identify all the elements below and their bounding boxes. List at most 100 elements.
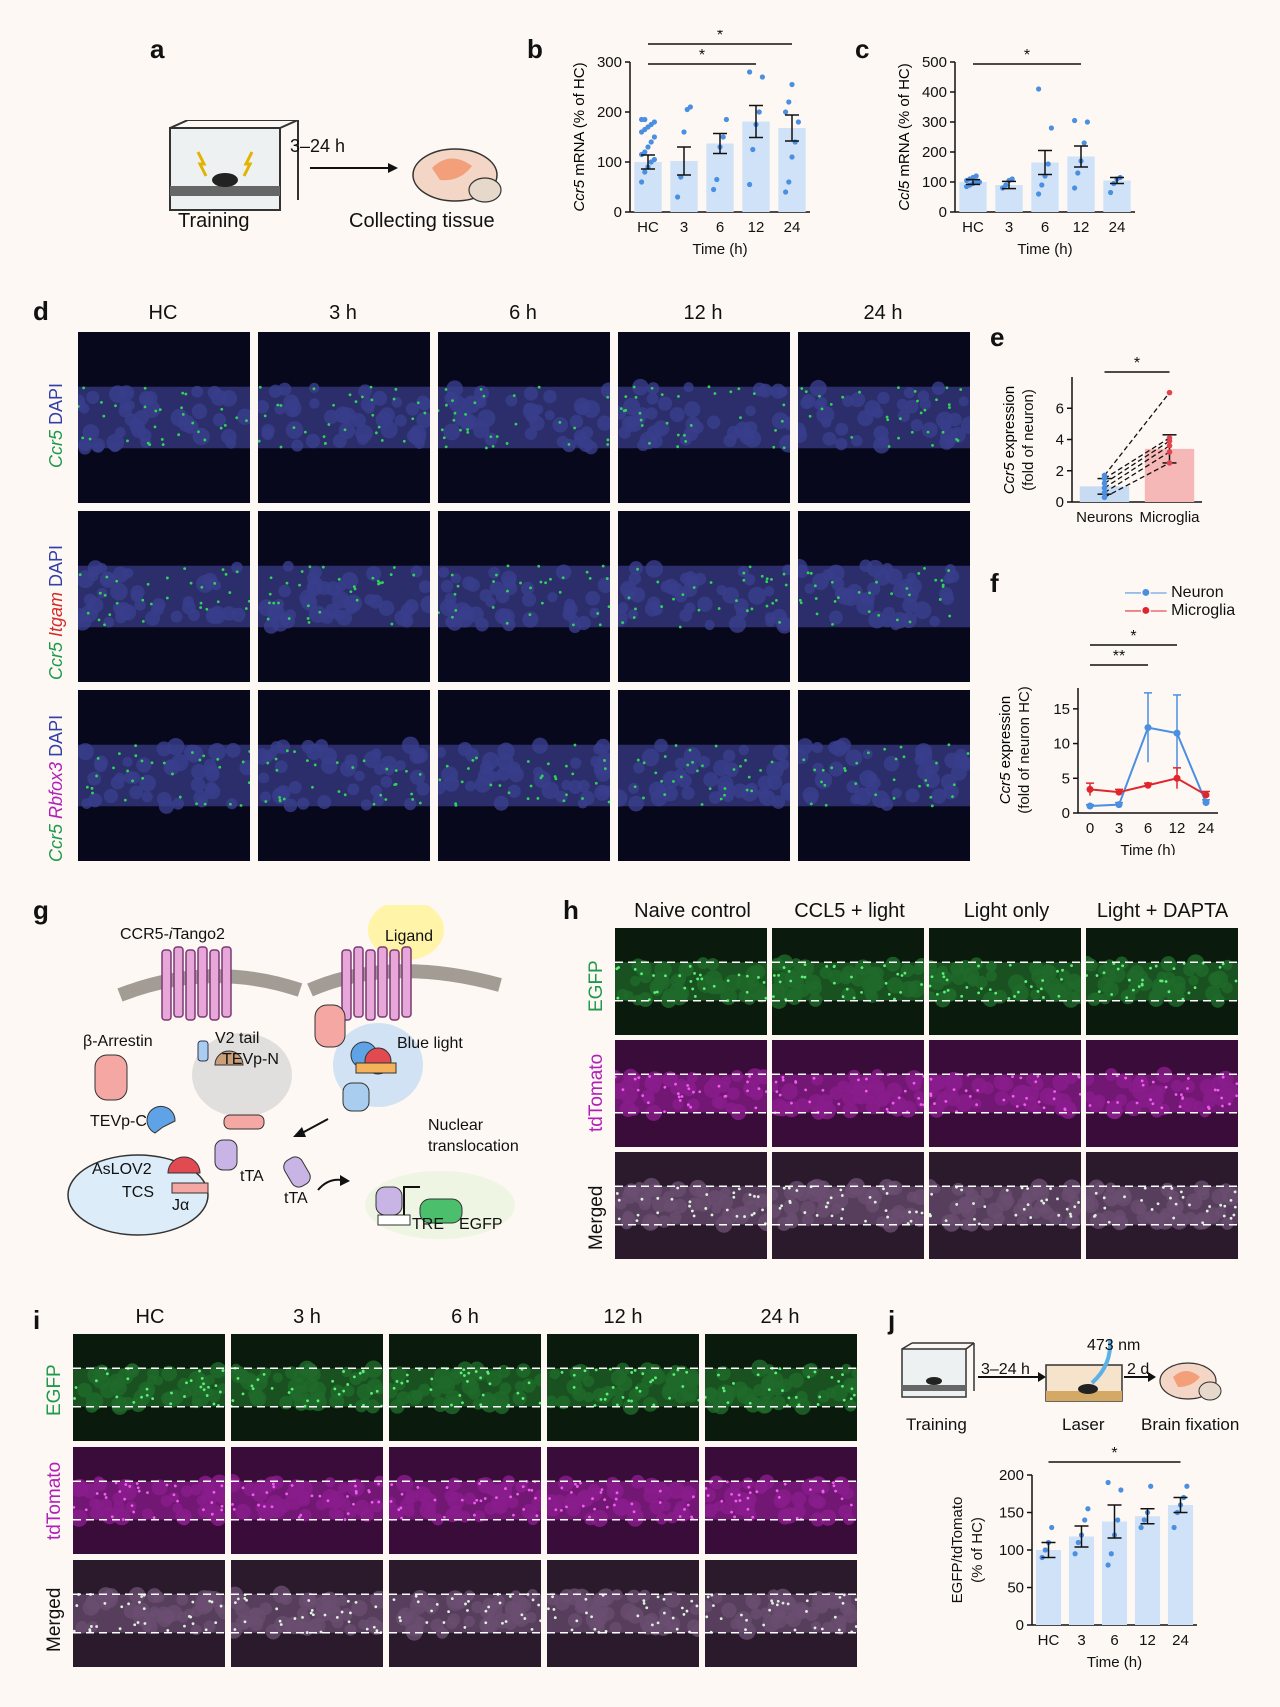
i-micrograph xyxy=(73,1334,225,1441)
data-point xyxy=(1118,1487,1124,1493)
i-col-header: 6 h xyxy=(451,1306,479,1328)
x-axis-label: Time (h) xyxy=(1017,241,1072,258)
laser-cage-icon xyxy=(1045,1338,1123,1402)
significance-label: * xyxy=(1024,47,1030,64)
g-tta-label-1: tTA xyxy=(240,1168,264,1185)
y-tick-label: 200 xyxy=(922,144,947,161)
aslov2-small-icon xyxy=(223,1114,265,1130)
y-tick-label: 150 xyxy=(999,1505,1024,1522)
data-point xyxy=(1049,1524,1055,1531)
data-point xyxy=(1105,1479,1111,1486)
y-axis-label: EGFP/tdTomato xyxy=(949,1497,966,1604)
g-tcs-label: TCS xyxy=(122,1184,154,1201)
aslov2-icon xyxy=(167,1156,201,1174)
x-tick-label: 3 xyxy=(1115,820,1123,837)
panel-label-e: e xyxy=(990,322,1005,352)
d-micrograph xyxy=(798,690,970,861)
x-tick-label: 6 xyxy=(1110,1632,1118,1649)
d-micrograph xyxy=(78,332,250,503)
bar xyxy=(1068,1536,1095,1625)
microglia-point xyxy=(1166,389,1173,396)
data-point xyxy=(750,146,756,153)
g-egfp-label: EGFP xyxy=(459,1216,503,1233)
significance-label: * xyxy=(717,30,723,44)
d-micrograph xyxy=(78,511,250,682)
x-tick-label: 24 xyxy=(1172,1632,1189,1649)
y-axis-label: Ccr5 expression xyxy=(997,696,1014,804)
data-point xyxy=(1173,774,1181,782)
y-axis-label-2: (fold of neuron HC) xyxy=(1016,686,1033,814)
brain-icon xyxy=(412,148,502,203)
itango-schematic xyxy=(67,905,515,1239)
receptor-left-icon xyxy=(161,946,232,1021)
x-tick-label: 12 xyxy=(1073,219,1090,236)
y-tick-label: 4 xyxy=(1056,432,1064,449)
g-ja-label: Jα xyxy=(172,1197,190,1214)
h-row-label: EGFP xyxy=(586,960,607,1012)
data-point xyxy=(1105,1562,1111,1568)
y-tick-label: 300 xyxy=(922,114,947,131)
g-tevpn-label: TEVp-N xyxy=(222,1051,279,1068)
data-point xyxy=(747,181,753,188)
i-micrograph xyxy=(389,1560,541,1667)
g-title-left: CCR5-iTango2 xyxy=(120,926,225,943)
data-point xyxy=(1009,176,1015,182)
d-micrograph xyxy=(798,511,970,682)
d-micrograph xyxy=(438,690,610,861)
d-micrograph xyxy=(618,690,790,861)
data-point xyxy=(973,173,979,179)
tevp-n-icon xyxy=(214,1050,244,1066)
significance-label: ** xyxy=(1113,648,1125,665)
x-axis-label: Time (h) xyxy=(1120,842,1175,855)
y-tick-label: 0 xyxy=(1062,805,1070,822)
data-point xyxy=(648,139,654,145)
y-axis-label: Ccr5 expression xyxy=(1001,386,1018,494)
data-point xyxy=(1039,182,1045,188)
a-training-label: Training xyxy=(178,210,250,232)
data-point xyxy=(1048,125,1054,131)
data-point xyxy=(786,179,792,185)
tta-free-icon xyxy=(283,1156,311,1188)
data-point xyxy=(1173,729,1181,737)
h-micrograph xyxy=(615,1040,767,1147)
a-arrow-label: 3–24 h xyxy=(290,136,346,156)
g-arrestin-label: β-Arrestin xyxy=(83,1033,153,1050)
data-point xyxy=(1202,791,1210,799)
bar xyxy=(995,185,1023,212)
i-micrograph xyxy=(547,1334,699,1441)
y-tick-label: 400 xyxy=(922,84,947,101)
bar xyxy=(778,128,806,212)
g-tre-label: TRE xyxy=(412,1216,444,1233)
data-point xyxy=(720,134,726,140)
data-point xyxy=(714,176,720,183)
g-ligand-label: Ligand xyxy=(385,928,434,945)
data-point xyxy=(1042,1547,1048,1553)
data-point xyxy=(651,134,657,140)
x-tick-label: 24 xyxy=(1198,820,1215,837)
data-point xyxy=(651,156,657,163)
y-axis-label: Ccl5 mRNA (% of HC) xyxy=(896,63,913,211)
y-tick-label: 0 xyxy=(1016,1617,1024,1634)
y-tick-label: 0 xyxy=(939,204,947,221)
i-micrograph xyxy=(705,1560,857,1667)
arrestin-icon xyxy=(94,1054,128,1101)
training-to-tissue-diagram xyxy=(169,120,502,211)
h-col-header: CCL5 + light xyxy=(794,900,905,922)
y-axis-label-2: (fold of neuron) xyxy=(1020,389,1037,491)
x-tick-label: HC xyxy=(1038,1632,1060,1649)
y-tick-label: 10 xyxy=(1053,736,1070,753)
data-point xyxy=(1148,1483,1154,1489)
data-point xyxy=(756,109,762,115)
data-point xyxy=(642,116,648,123)
panel-label-d: d xyxy=(33,296,49,326)
x-tick-label: 6 xyxy=(1041,219,1049,236)
h-micrograph xyxy=(1086,1152,1238,1259)
i-row-label: EGFP xyxy=(44,1364,65,1416)
data-point xyxy=(1075,1539,1081,1546)
x-tick-label: 6 xyxy=(716,219,724,236)
d-micrograph xyxy=(258,511,430,682)
d-micrograph xyxy=(798,332,970,503)
panel-label-c: c xyxy=(855,34,870,64)
d-col-header: HC xyxy=(148,302,178,324)
i-micrograph xyxy=(389,1447,541,1554)
